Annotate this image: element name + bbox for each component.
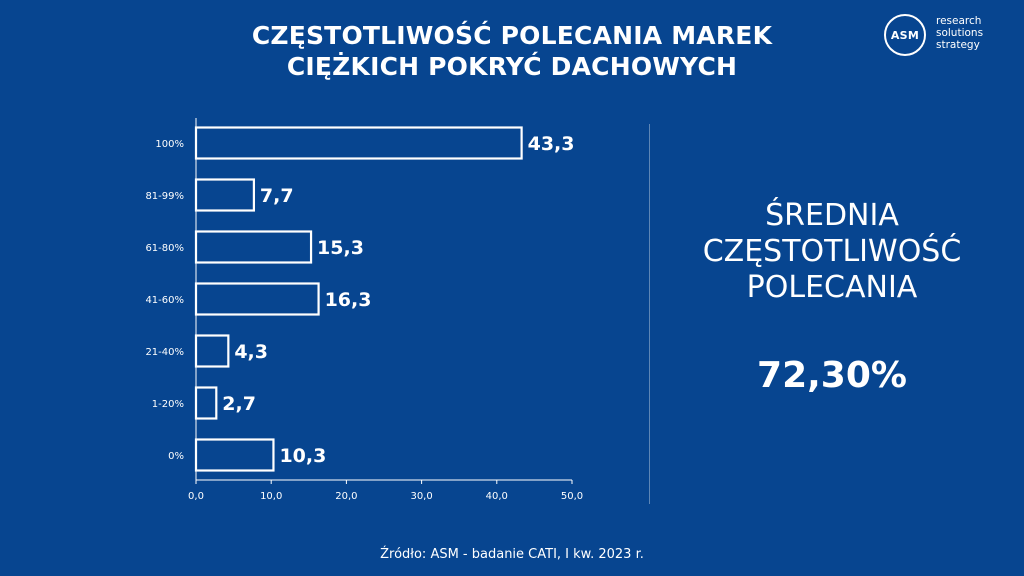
average-value: 72,30%	[757, 355, 907, 396]
bar-2	[194, 230, 313, 264]
chart-title-line-1: CZĘSTOTLIWOŚĆ POLECANIA MAREK	[251, 21, 773, 50]
bar-5	[194, 386, 218, 420]
x-tick-label-0: 0,0	[188, 491, 204, 502]
value-label-5: 2,7	[222, 393, 256, 415]
bar-1	[194, 178, 256, 212]
bar-4	[194, 334, 230, 368]
bar-3	[194, 282, 320, 316]
average-label-line-2: CZĘSTOTLIWOŚĆ	[702, 234, 962, 269]
category-label-3: 41-60%	[145, 295, 184, 306]
category-label-5: 1-20%	[152, 399, 184, 410]
x-tick-label-5: 50,0	[561, 491, 583, 502]
logo-tagline-research: research	[936, 15, 982, 27]
value-label-3: 16,3	[325, 289, 372, 311]
x-tick-label-3: 30,0	[410, 491, 432, 502]
logo-tagline-strategy: strategy	[936, 39, 980, 51]
source-note: Źródło: ASM - badanie CATI, I kw. 2023 r…	[380, 547, 644, 562]
bar-6	[194, 438, 275, 472]
bar-0	[194, 126, 523, 160]
average-label-line-1: ŚREDNIA	[765, 198, 899, 233]
value-label-4: 4,3	[234, 341, 268, 363]
category-label-2: 61-80%	[145, 243, 184, 254]
value-label-1: 7,7	[260, 185, 294, 207]
value-label-0: 43,3	[528, 133, 575, 155]
category-label-0: 100%	[155, 139, 184, 150]
vertical-divider	[649, 124, 650, 504]
average-label-line-3: POLECANIA	[746, 270, 918, 305]
category-label-6: 0%	[168, 451, 184, 462]
category-label-4: 21-40%	[145, 347, 184, 358]
x-tick-label-2: 20,0	[335, 491, 357, 502]
logo-tagline-solutions: solutions	[936, 27, 984, 39]
x-tick-label-1: 10,0	[260, 491, 282, 502]
value-label-2: 15,3	[317, 237, 364, 259]
asm-logo-mark: ASM	[884, 14, 926, 56]
value-label-6: 10,3	[279, 445, 326, 467]
average-label: ŚREDNIA CZĘSTOTLIWOŚĆ POLECANIA	[660, 198, 1004, 306]
category-label-1: 81-99%	[145, 191, 184, 202]
chart-title-line-2: CIĘŻKICH POKRYĆ DACHOWYCH	[286, 52, 738, 81]
asm-logo: ASM research solutions strategy	[884, 14, 1014, 56]
asm-logo-tagline: research solutions strategy	[936, 15, 983, 51]
x-tick-label-4: 40,0	[486, 491, 508, 502]
chart-title: CZĘSTOTLIWOŚĆ POLECANIA MAREK CIĘŻKICH P…	[0, 20, 1024, 82]
